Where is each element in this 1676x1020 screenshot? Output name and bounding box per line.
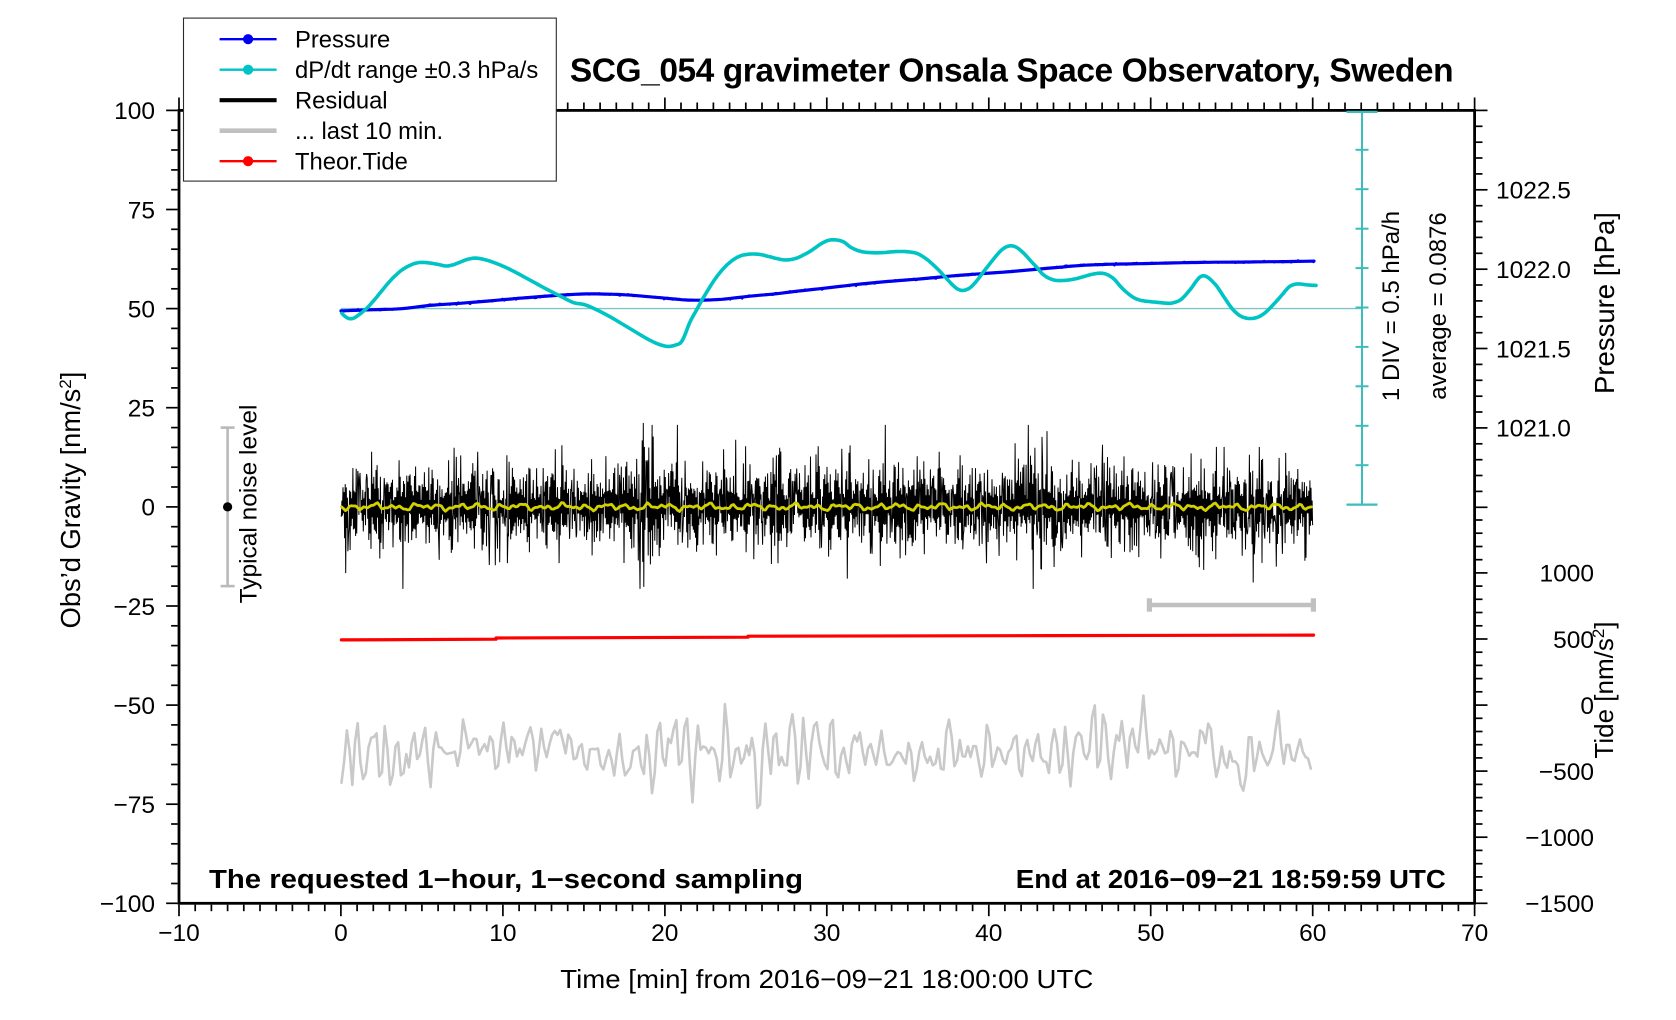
svg-text:−25: −25 [113,594,155,621]
svg-text:70: 70 [1461,920,1488,947]
svg-text:Obs’d Gravity [nm/s2]: Obs’d Gravity [nm/s2] [55,372,86,629]
svg-text:0: 0 [141,495,155,522]
svg-text:Residual: Residual [295,88,388,115]
svg-text:1021.0: 1021.0 [1496,416,1571,443]
svg-text:Pressure [hPa]: Pressure [hPa] [1589,212,1620,394]
svg-text:Typical noise level: Typical noise level [236,405,263,604]
svg-text:10: 10 [489,920,516,947]
svg-text:−1500: −1500 [1525,891,1594,918]
svg-text:1022.0: 1022.0 [1496,257,1571,284]
svg-text:−10: −10 [158,920,200,947]
svg-text:−500: −500 [1539,759,1594,786]
svg-text:100: 100 [114,98,155,125]
svg-text:Time [min] from 2016−09−21 18:: Time [min] from 2016−09−21 18:00:00 UTC [560,964,1093,994]
svg-text:dP/dt range ±0.3 hPa/s: dP/dt range ±0.3 hPa/s [295,57,538,84]
svg-text:... last 10 min.: ... last 10 min. [295,118,443,145]
svg-text:75: 75 [128,197,155,224]
svg-text:Pressure: Pressure [295,27,390,54]
svg-text:1022.5: 1022.5 [1496,178,1571,205]
svg-text:Theor.Tide: Theor.Tide [295,149,408,176]
svg-text:−50: −50 [113,693,155,720]
svg-text:40: 40 [975,920,1002,947]
svg-text:0: 0 [1580,693,1594,720]
svg-text:30: 30 [813,920,840,947]
svg-text:−100: −100 [100,891,155,918]
svg-text:60: 60 [1299,920,1326,947]
svg-text:SCG_054 gravimeter Onsala Spac: SCG_054 gravimeter Onsala Space Observat… [570,53,1453,90]
svg-text:−75: −75 [113,792,155,819]
svg-text:Tide [nm/s2]: Tide [nm/s2] [1589,621,1619,758]
svg-text:50: 50 [1137,920,1164,947]
svg-text:−1000: −1000 [1525,825,1594,852]
svg-text:End at 2016−09−21 18:59:59 UTC: End at 2016−09−21 18:59:59 UTC [1016,866,1446,894]
svg-text:1 DIV = 0.5 hPa/h: 1 DIV = 0.5 hPa/h [1378,211,1405,401]
svg-text:50: 50 [128,296,155,323]
svg-text:1021.5: 1021.5 [1496,336,1571,363]
svg-text:average = 0.0876: average = 0.0876 [1425,212,1452,400]
svg-text:1000: 1000 [1539,561,1594,588]
svg-text:500: 500 [1553,627,1594,654]
svg-text:20: 20 [651,920,678,947]
svg-text:The requested 1−hour, 1−second: The requested 1−hour, 1−second sampling [209,866,803,894]
svg-text:0: 0 [334,920,348,947]
svg-text:25: 25 [128,396,155,423]
